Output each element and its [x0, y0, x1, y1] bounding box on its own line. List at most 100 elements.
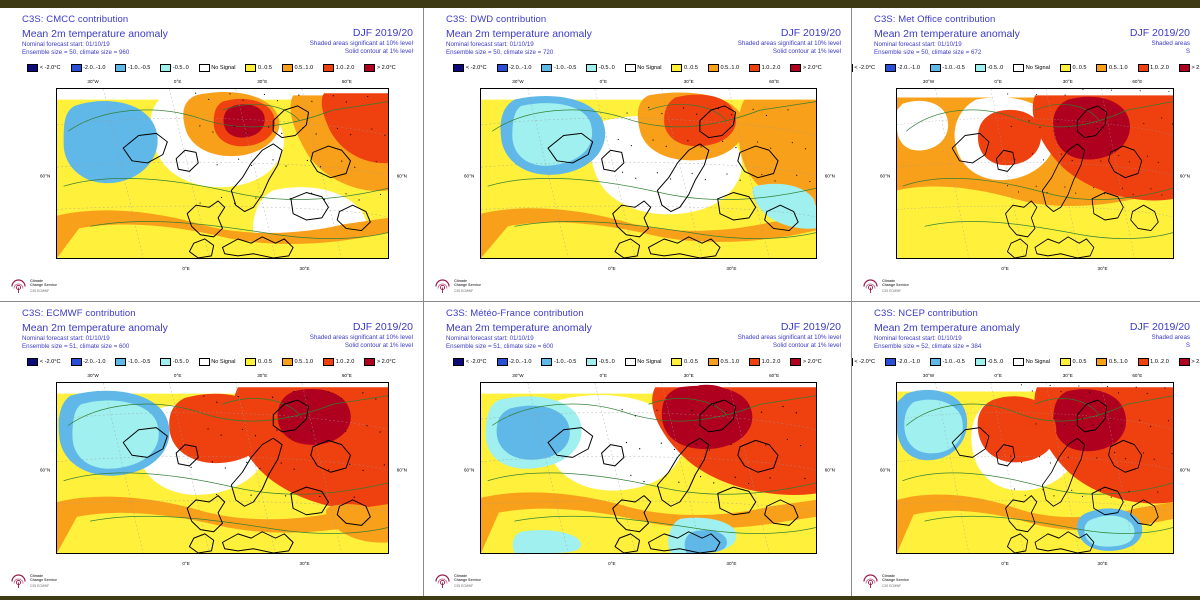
color-legend: < -2.0°C -2.0..-1.0 -1.0..-0.5 -0.5..0 No Si… [424, 358, 851, 366]
legend-swatch [541, 64, 553, 72]
legend-item: 0.5..1.0 [707, 358, 739, 366]
panel-title: C3S: Météo-France contribution [446, 308, 584, 319]
panel-variable: Mean 2m temperature anomaly [874, 28, 1020, 40]
legend-item: < -2.0°C [453, 358, 487, 366]
forecast-start-text: Nominal forecast start: 01/10/19 [446, 41, 534, 48]
header-right-block: DJF 2019/20 Shaded areas significant at 1… [738, 308, 841, 350]
legend-label: -0.5..0 [598, 64, 615, 71]
legend-item: -1.0..-0.5 [115, 358, 150, 366]
axis-label-bottom: 30°E [726, 561, 737, 566]
legend-swatch [245, 64, 257, 72]
legend-swatch [852, 358, 853, 366]
legend-item: No Signal [198, 64, 235, 72]
legend-label: < -2.0°C [465, 358, 487, 365]
legend-label: 0..0.5 [257, 64, 272, 71]
legend-label: 1.0..2.0 [335, 358, 355, 365]
logo-text: Climate Change Service C3S ECMWF [882, 279, 909, 293]
panel-variable: Mean 2m temperature anomaly [446, 322, 592, 334]
contour-note: S [1185, 48, 1190, 55]
legend-item: No Signal [1013, 358, 1050, 366]
legend-item: -0.5..0 [160, 64, 189, 72]
forecast-panel-ncep: C3S: NCEP contribution Mean 2m temperatur… [852, 302, 1200, 596]
panel-title: C3S: DWD contribution [446, 14, 547, 25]
legend-label: -0.5..0 [172, 358, 189, 365]
axis-label-bottom: 30°E [299, 561, 310, 566]
c3s-logo: Climate Change Service C3S ECMWF [862, 572, 924, 592]
legend-label: 1.0..2.0 [335, 64, 355, 71]
ensemble-size-text: Ensemble size = 51, climate size = 600 [446, 343, 554, 350]
panel-header: C3S: ECMWF contribution Mean 2m temperatu… [0, 302, 423, 352]
legend-swatch [852, 64, 853, 72]
header-right-block: DJF 2019/20 Shaded areas S [1130, 308, 1190, 350]
map-plot-box [56, 382, 389, 554]
panel-title: C3S: ECMWF contribution [22, 308, 136, 319]
legend-swatch [1059, 358, 1071, 366]
legend-label: 1.0..2.0 [761, 64, 781, 71]
significance-note: Shaded areas significant at 10% level [737, 334, 841, 341]
map-plot-box [480, 382, 817, 554]
panel-header: C3S: DWD contribution Mean 2m temperature… [424, 8, 851, 58]
legend-swatch [27, 64, 39, 72]
forecast-panel-cmcc: C3S: CMCC contribution Mean 2m temperatur… [0, 8, 424, 302]
axis-label-top: 60°E [769, 373, 780, 378]
legend-item: 1.0..2.0 [749, 64, 780, 72]
c3s-logo: Climate Change Service C3S ECMWF [10, 572, 72, 592]
legend-item: -2.0..-1.0 [496, 358, 531, 366]
legend-label: -1.0..-0.5 [127, 64, 151, 71]
header-right-block: DJF 2019/20 Shaded areas significant at 1… [310, 14, 413, 56]
legend-item: -2.0..-1.0 [496, 64, 532, 72]
legend-swatch [929, 64, 941, 72]
color-legend: < -2.0°C -2.0..-1.0 -1.0..-0.5 -0.5..0 No Si… [852, 64, 1200, 72]
anomaly-map-svg [57, 383, 388, 553]
logo-line-3: C3S ECMWF [882, 584, 902, 589]
logo-text: Climate Change Service C3S ECMWF [882, 574, 909, 588]
legend-swatch [496, 358, 508, 366]
legend-label: < -2.0°C [854, 358, 876, 365]
legend-item: -0.5..0 [586, 358, 615, 366]
axis-label-top: 60°E [769, 79, 780, 84]
logo-line-3: C3S ECMWF [454, 584, 474, 589]
legend-swatch [586, 64, 598, 72]
legend-swatch [671, 64, 683, 72]
legend-item: -0.5..0 [974, 358, 1003, 366]
legend-label: 0.5..1.0 [1108, 358, 1128, 365]
legend-item: > 2.0°C [790, 64, 822, 72]
axis-label-top: 30°E [1062, 79, 1073, 84]
legend-item: > 2.0°C [1178, 64, 1200, 72]
axis-label-top: 60°E [341, 373, 352, 378]
logo-text: Climate Change Service C3S ECMWF [454, 574, 481, 588]
panel-header: C3S: Met Office contribution Mean 2m temp… [852, 8, 1200, 58]
forecast-start-text: Nominal forecast start: 01/10/19 [446, 335, 534, 342]
legend-label: > 2.0°C [1191, 358, 1200, 365]
legend-item: < -2.0°C [852, 358, 875, 366]
legend-swatch [27, 358, 39, 366]
legend-label: > 2.0°C [1191, 64, 1200, 71]
axis-label-right: 60°N [396, 467, 407, 473]
legend-swatch [1013, 64, 1025, 72]
map-area: 30°W 0°E 30°E 60°E 0°E 30°E 60°N 60°N [0, 370, 423, 570]
legend-item: -1.0..-0.5 [541, 64, 576, 72]
legend-label: 1.0..2.0 [761, 358, 781, 365]
legend-swatch [974, 358, 986, 366]
axis-label-left: 60°N [880, 173, 891, 178]
legend-item: 0..0.5 [1059, 358, 1086, 366]
legend-item: 0..0.5 [671, 358, 698, 366]
legend-swatch [1096, 64, 1108, 72]
legend-swatch [70, 358, 82, 366]
axis-label-top: 0°E [994, 373, 1002, 378]
map-area: 30°W 0°E 30°E 60°E 0°E 30°E 60°N 60°N [852, 370, 1200, 570]
axis-label-right: 60°N [1179, 467, 1190, 473]
legend-swatch [115, 358, 127, 366]
map-plot-box [56, 88, 389, 259]
header-right-block: DJF 2019/20 Shaded areas S [1130, 14, 1190, 56]
legend-swatch [1178, 64, 1190, 72]
logo-line-3: C3S ECMWF [30, 584, 50, 589]
legend-label: -2.0..-1.0 [509, 64, 532, 71]
axis-label-top: 30°W [87, 373, 99, 378]
forecast-start-text: Nominal forecast start: 01/10/19 [22, 335, 110, 342]
significance-note: Shaded areas [1151, 334, 1190, 341]
forecast-start-text: Nominal forecast start: 01/10/19 [22, 41, 110, 48]
forecast-panel-ecmwf: C3S: ECMWF contribution Mean 2m temperatu… [0, 302, 424, 596]
map-plot-box [480, 88, 817, 259]
map-area: 30°W 0°E 30°E 60°E 0°E 30°E 60°N 60°N [852, 76, 1200, 275]
